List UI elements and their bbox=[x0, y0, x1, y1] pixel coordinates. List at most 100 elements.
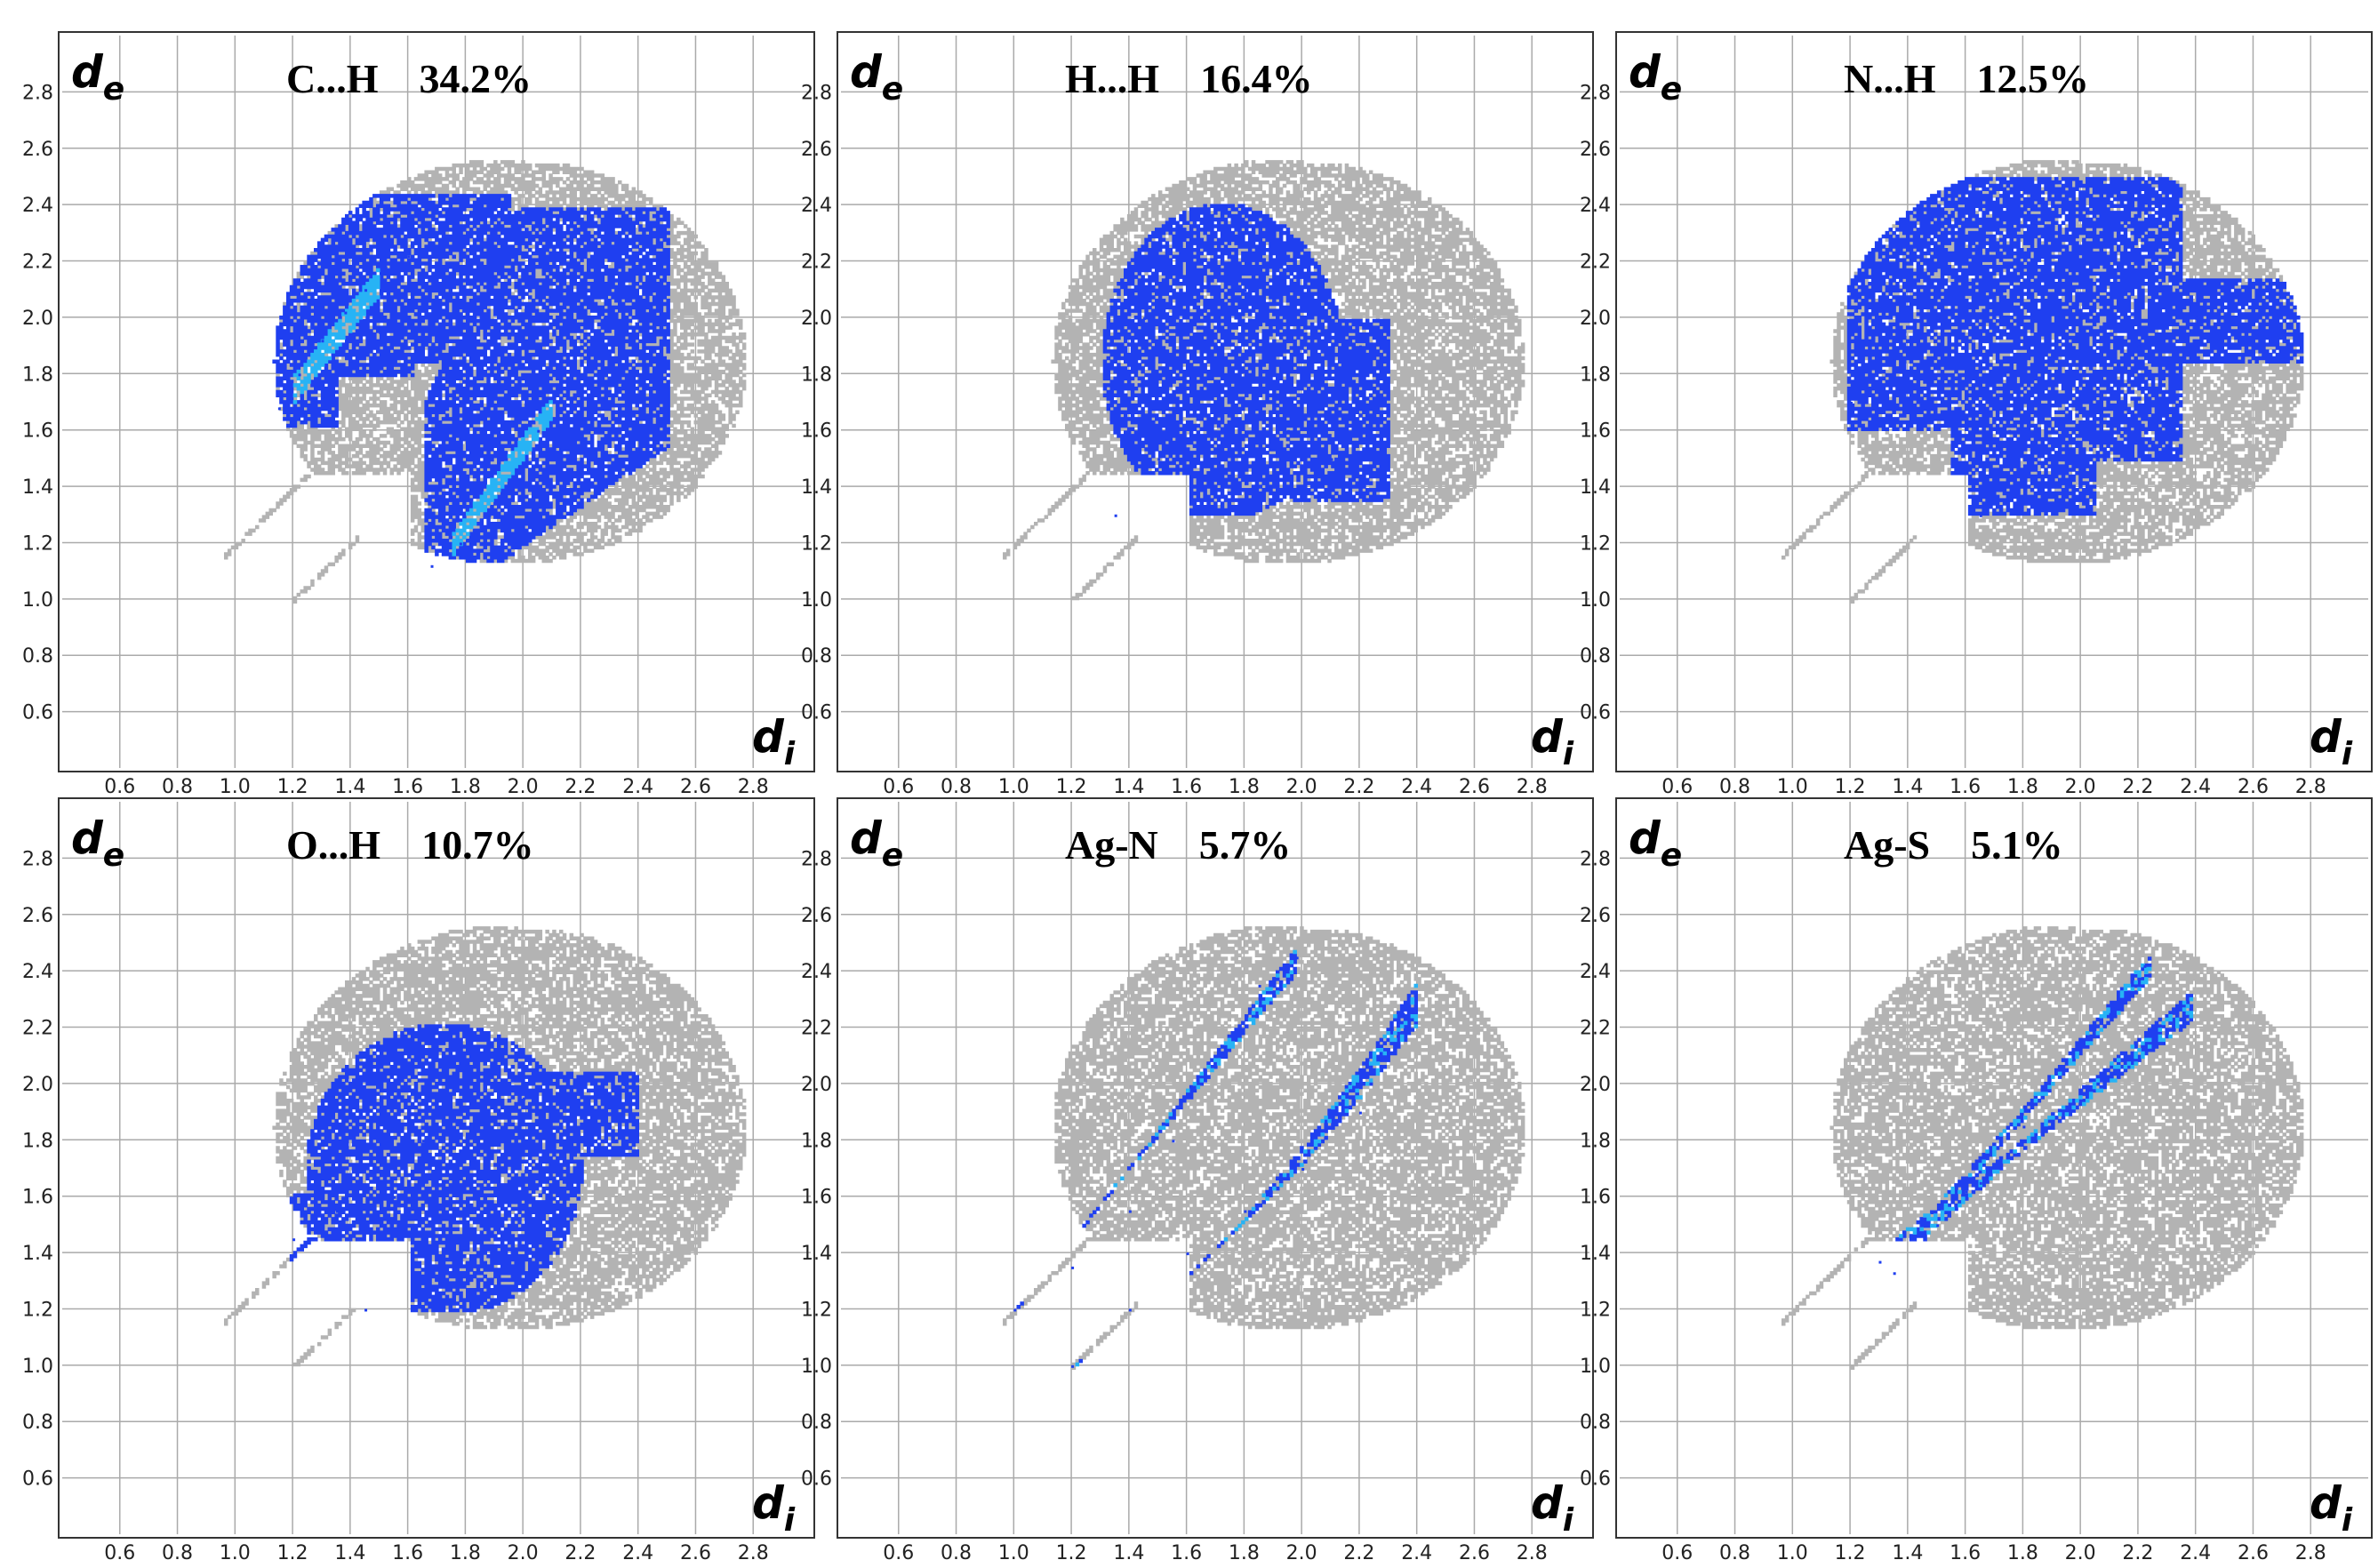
data-point bbox=[623, 1083, 627, 1086]
y-tick-label: 1.2 bbox=[22, 532, 53, 555]
data-point bbox=[1172, 1140, 1175, 1143]
panel-3: 0.6 0.8 1.0 1.2 1.4 1.6 1.8 2.0 2.2 2.4 2.6 2.8 0.6 0… bbox=[1580, 31, 2373, 798]
data-point bbox=[516, 472, 520, 476]
panel-6: 0.6 0.8 1.0 1.2 1.4 1.6 1.8 2.0 2.2 2.4 2.6 2.8 0.6 0… bbox=[1580, 797, 2373, 1564]
data-point bbox=[2080, 1089, 2084, 1092]
y-tick-label: 0.8 bbox=[22, 645, 53, 668]
x-tick-label: 2.0 bbox=[1286, 776, 1317, 798]
y-axis-label: de bbox=[71, 46, 124, 108]
contact-percent: 5.7% bbox=[1199, 822, 1292, 868]
x-tick-label: 1.4 bbox=[1113, 1542, 1144, 1564]
x-tick-label: 1.4 bbox=[1113, 776, 1144, 798]
y-tick-label: 1.4 bbox=[801, 476, 832, 499]
x-axis-label: di bbox=[2310, 711, 2353, 772]
series-ag-n-lower-spike- bbox=[1071, 1012, 1405, 1368]
fingerprint-background bbox=[224, 160, 747, 604]
y-tick-label: 2.4 bbox=[1580, 961, 1611, 983]
y-tick-label: 2.2 bbox=[1580, 1018, 1611, 1040]
y-axis-label: de bbox=[71, 812, 124, 874]
y-tick-label: 2.0 bbox=[801, 308, 832, 330]
x-tick-label: 0.8 bbox=[941, 776, 972, 798]
data-point bbox=[2008, 429, 2012, 433]
contact-type: C...H bbox=[286, 56, 379, 101]
y-tick-label: 1.2 bbox=[1580, 532, 1611, 555]
panel-title: O...H 10.7% bbox=[286, 822, 534, 868]
x-tick-label: 1.8 bbox=[2007, 1542, 2038, 1564]
x-tick-label: 1.4 bbox=[334, 1542, 365, 1564]
x-tick-label: 2.8 bbox=[2295, 1542, 2326, 1564]
x-tick-label: 0.6 bbox=[1661, 776, 1693, 798]
y-tick-label: 1.0 bbox=[1580, 1356, 1611, 1378]
data-point bbox=[1878, 1260, 1882, 1264]
x-tick-label: 2.8 bbox=[1517, 1542, 1548, 1564]
y-tick-label: 1.6 bbox=[1580, 1187, 1611, 1209]
data-point bbox=[321, 396, 324, 399]
x-tick-label: 2.2 bbox=[1343, 1542, 1374, 1564]
data-point bbox=[1402, 1012, 1405, 1016]
y-tick-label: 2.0 bbox=[1580, 308, 1611, 330]
y-tick-label: 2.6 bbox=[22, 905, 53, 927]
panel-1: 0.6 0.8 1.0 1.2 1.4 1.6 1.8 2.0 2.2 2.4 2.6 2.8 0.6 0… bbox=[22, 31, 815, 798]
x-tick-label: 0.6 bbox=[104, 776, 135, 798]
data-point bbox=[1186, 1252, 1189, 1256]
x-tick-label: 1.2 bbox=[1835, 776, 1866, 798]
data-point bbox=[2022, 1125, 2026, 1129]
x-tick-label: 0.6 bbox=[883, 776, 914, 798]
contact-percent: 10.7% bbox=[421, 822, 534, 868]
data-point bbox=[1301, 1168, 1305, 1171]
data-point bbox=[364, 1308, 368, 1312]
x-tick-label: 1.6 bbox=[1171, 1542, 1202, 1564]
panel-title: C...H 34.2% bbox=[286, 56, 532, 101]
y-tick-label: 2.8 bbox=[22, 848, 53, 870]
data-point bbox=[292, 1238, 296, 1242]
x-tick-label: 2.6 bbox=[2238, 776, 2269, 798]
y-tick-label: 2.0 bbox=[22, 1074, 53, 1096]
x-tick-label: 1.2 bbox=[277, 776, 308, 798]
series-c-h-right-wing- bbox=[430, 316, 606, 568]
x-tick-label: 1.2 bbox=[277, 1542, 308, 1564]
data-point bbox=[1215, 1055, 1218, 1059]
data-point bbox=[1965, 1190, 1968, 1194]
x-tick-label: 1.6 bbox=[392, 1542, 423, 1564]
data-point bbox=[1286, 429, 1290, 433]
y-tick-label: 0.6 bbox=[1580, 702, 1611, 724]
y-tick-label: 2.0 bbox=[1580, 1074, 1611, 1096]
x-tick-label: 1.4 bbox=[1892, 776, 1923, 798]
data-point bbox=[1244, 1210, 1247, 1213]
series-ag-s-rising-spike- bbox=[1893, 964, 2147, 1276]
y-tick-label: 0.6 bbox=[801, 1468, 832, 1491]
x-tick-label: 2.2 bbox=[2122, 776, 2153, 798]
panel-title: N...H 12.5% bbox=[1844, 56, 2089, 101]
x-tick-label: 1.2 bbox=[1835, 1542, 1866, 1564]
data-point bbox=[1936, 316, 1940, 320]
y-tick-label: 2.0 bbox=[801, 1074, 832, 1096]
data-point bbox=[321, 340, 324, 343]
x-tick-label: 1.6 bbox=[1950, 776, 1981, 798]
y-tick-label: 1.4 bbox=[801, 1243, 832, 1265]
x-tick-label: 0.8 bbox=[162, 776, 193, 798]
contact-percent: 16.4% bbox=[1200, 56, 1313, 101]
panel-title: H...H 16.4% bbox=[1065, 56, 1313, 101]
fingerprint-background bbox=[1003, 926, 1525, 1370]
y-tick-label: 1.8 bbox=[22, 364, 53, 386]
x-tick-label: 2.6 bbox=[680, 776, 711, 798]
x-tick-label: 2.8 bbox=[738, 1542, 769, 1564]
series-h-h bbox=[1114, 232, 1362, 517]
panel-title: Ag-N 5.7% bbox=[1065, 822, 1291, 868]
data-point bbox=[379, 331, 382, 334]
data-point bbox=[451, 1111, 454, 1115]
background-points bbox=[224, 160, 747, 604]
y-tick-label: 1.0 bbox=[801, 589, 832, 612]
y-tick-label: 2.2 bbox=[801, 252, 832, 274]
data-point bbox=[393, 1196, 396, 1199]
y-axis-label: de bbox=[850, 812, 903, 874]
y-tick-label: 1.2 bbox=[1580, 1299, 1611, 1321]
y-tick-label: 1.6 bbox=[22, 1187, 53, 1209]
x-tick-label: 1.0 bbox=[998, 776, 1029, 798]
data-point bbox=[1215, 345, 1218, 348]
background-points bbox=[1003, 926, 1525, 1370]
data-point bbox=[523, 1097, 526, 1100]
data-point bbox=[557, 388, 561, 391]
x-tick-label: 1.0 bbox=[1777, 1542, 1808, 1564]
data-point bbox=[1358, 1111, 1362, 1115]
